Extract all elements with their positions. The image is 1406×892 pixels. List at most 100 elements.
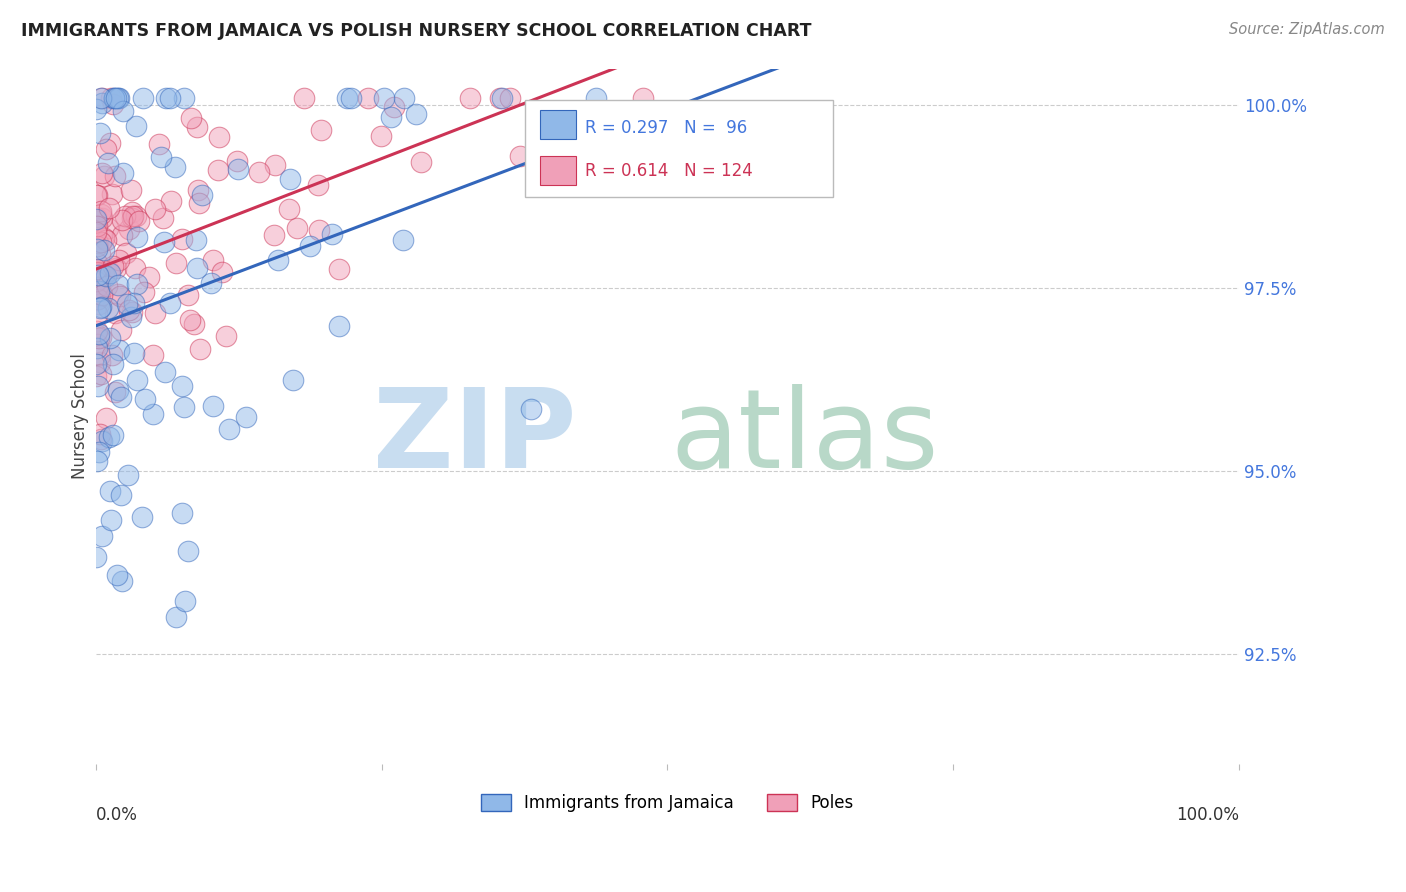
- Point: [89, 355, 111, 369]
- Point: [87, 268, 110, 282]
- Point: [87, 297, 110, 311]
- Text: 0.0%: 0.0%: [96, 806, 138, 824]
- Point: [173, 401, 195, 415]
- Point: [373, 91, 395, 105]
- Point: [117, 468, 139, 483]
- Point: [292, 91, 315, 105]
- Point: [91, 434, 114, 448]
- Point: [89, 348, 111, 362]
- Point: [111, 104, 134, 119]
- Point: [489, 91, 512, 105]
- Point: [392, 91, 415, 105]
- Point: [97, 156, 120, 170]
- Point: [173, 91, 195, 105]
- Point: [153, 235, 176, 249]
- Point: [98, 266, 121, 280]
- Point: [101, 357, 124, 371]
- Point: [183, 317, 205, 331]
- Point: [86, 256, 108, 270]
- Text: atlas: atlas: [671, 384, 939, 491]
- Point: [101, 427, 124, 442]
- Point: [86, 341, 108, 355]
- Point: [148, 136, 170, 151]
- Point: [187, 183, 209, 197]
- Point: [187, 195, 209, 210]
- Point: [267, 253, 290, 268]
- Point: [86, 357, 108, 371]
- Point: [89, 277, 111, 291]
- Point: [122, 346, 145, 360]
- Point: [112, 166, 135, 180]
- Point: [94, 142, 117, 156]
- Point: [150, 150, 173, 164]
- Point: [207, 163, 229, 178]
- Point: [201, 252, 224, 267]
- Point: [172, 506, 194, 520]
- Point: [89, 329, 111, 343]
- Point: [86, 239, 108, 253]
- Point: [107, 91, 129, 105]
- Point: [86, 454, 108, 468]
- Point: [491, 91, 513, 105]
- Point: [86, 219, 108, 233]
- Point: [86, 242, 108, 256]
- Y-axis label: Nursery School: Nursery School: [72, 353, 89, 479]
- Point: [84, 214, 107, 228]
- Point: [127, 277, 149, 292]
- Point: [155, 91, 177, 105]
- Point: [409, 155, 432, 169]
- Point: [87, 284, 110, 298]
- Point: [165, 160, 187, 174]
- Point: [143, 202, 166, 217]
- Point: [188, 342, 211, 356]
- Point: [105, 568, 128, 582]
- Point: [86, 225, 108, 239]
- Point: [90, 211, 112, 226]
- Point: [86, 289, 108, 303]
- Point: [263, 228, 285, 243]
- Point: [391, 233, 413, 247]
- Point: [87, 326, 110, 341]
- Point: [87, 236, 110, 251]
- Point: [91, 91, 114, 105]
- Point: [104, 305, 127, 319]
- Point: [153, 365, 176, 379]
- Point: [107, 278, 129, 293]
- Point: [100, 186, 122, 201]
- Point: [180, 111, 202, 125]
- Point: [186, 120, 208, 135]
- Point: [97, 201, 120, 215]
- Point: [86, 188, 108, 202]
- Point: [87, 293, 110, 307]
- Point: [89, 265, 111, 279]
- Point: [84, 211, 107, 226]
- Point: [104, 91, 127, 105]
- Point: [120, 183, 142, 197]
- Point: [114, 209, 136, 223]
- Point: [370, 128, 392, 143]
- Point: [226, 154, 249, 169]
- Point: [125, 230, 148, 244]
- Point: [226, 161, 249, 176]
- Point: [84, 550, 107, 565]
- Text: R = 0.297   N =  96: R = 0.297 N = 96: [585, 119, 748, 136]
- Point: [179, 312, 201, 326]
- Point: [104, 384, 127, 399]
- Point: [405, 107, 427, 121]
- Point: [132, 285, 155, 299]
- Point: [84, 265, 107, 279]
- Point: [121, 210, 143, 224]
- Point: [105, 261, 128, 276]
- Point: [380, 110, 402, 124]
- Point: [86, 324, 108, 338]
- FancyBboxPatch shape: [524, 100, 834, 197]
- Point: [138, 269, 160, 284]
- Point: [101, 348, 124, 362]
- Point: [143, 306, 166, 320]
- Point: [97, 301, 120, 315]
- Point: [159, 91, 181, 105]
- Point: [249, 165, 271, 179]
- Point: [107, 287, 129, 301]
- Point: [86, 336, 108, 351]
- Point: [86, 307, 108, 321]
